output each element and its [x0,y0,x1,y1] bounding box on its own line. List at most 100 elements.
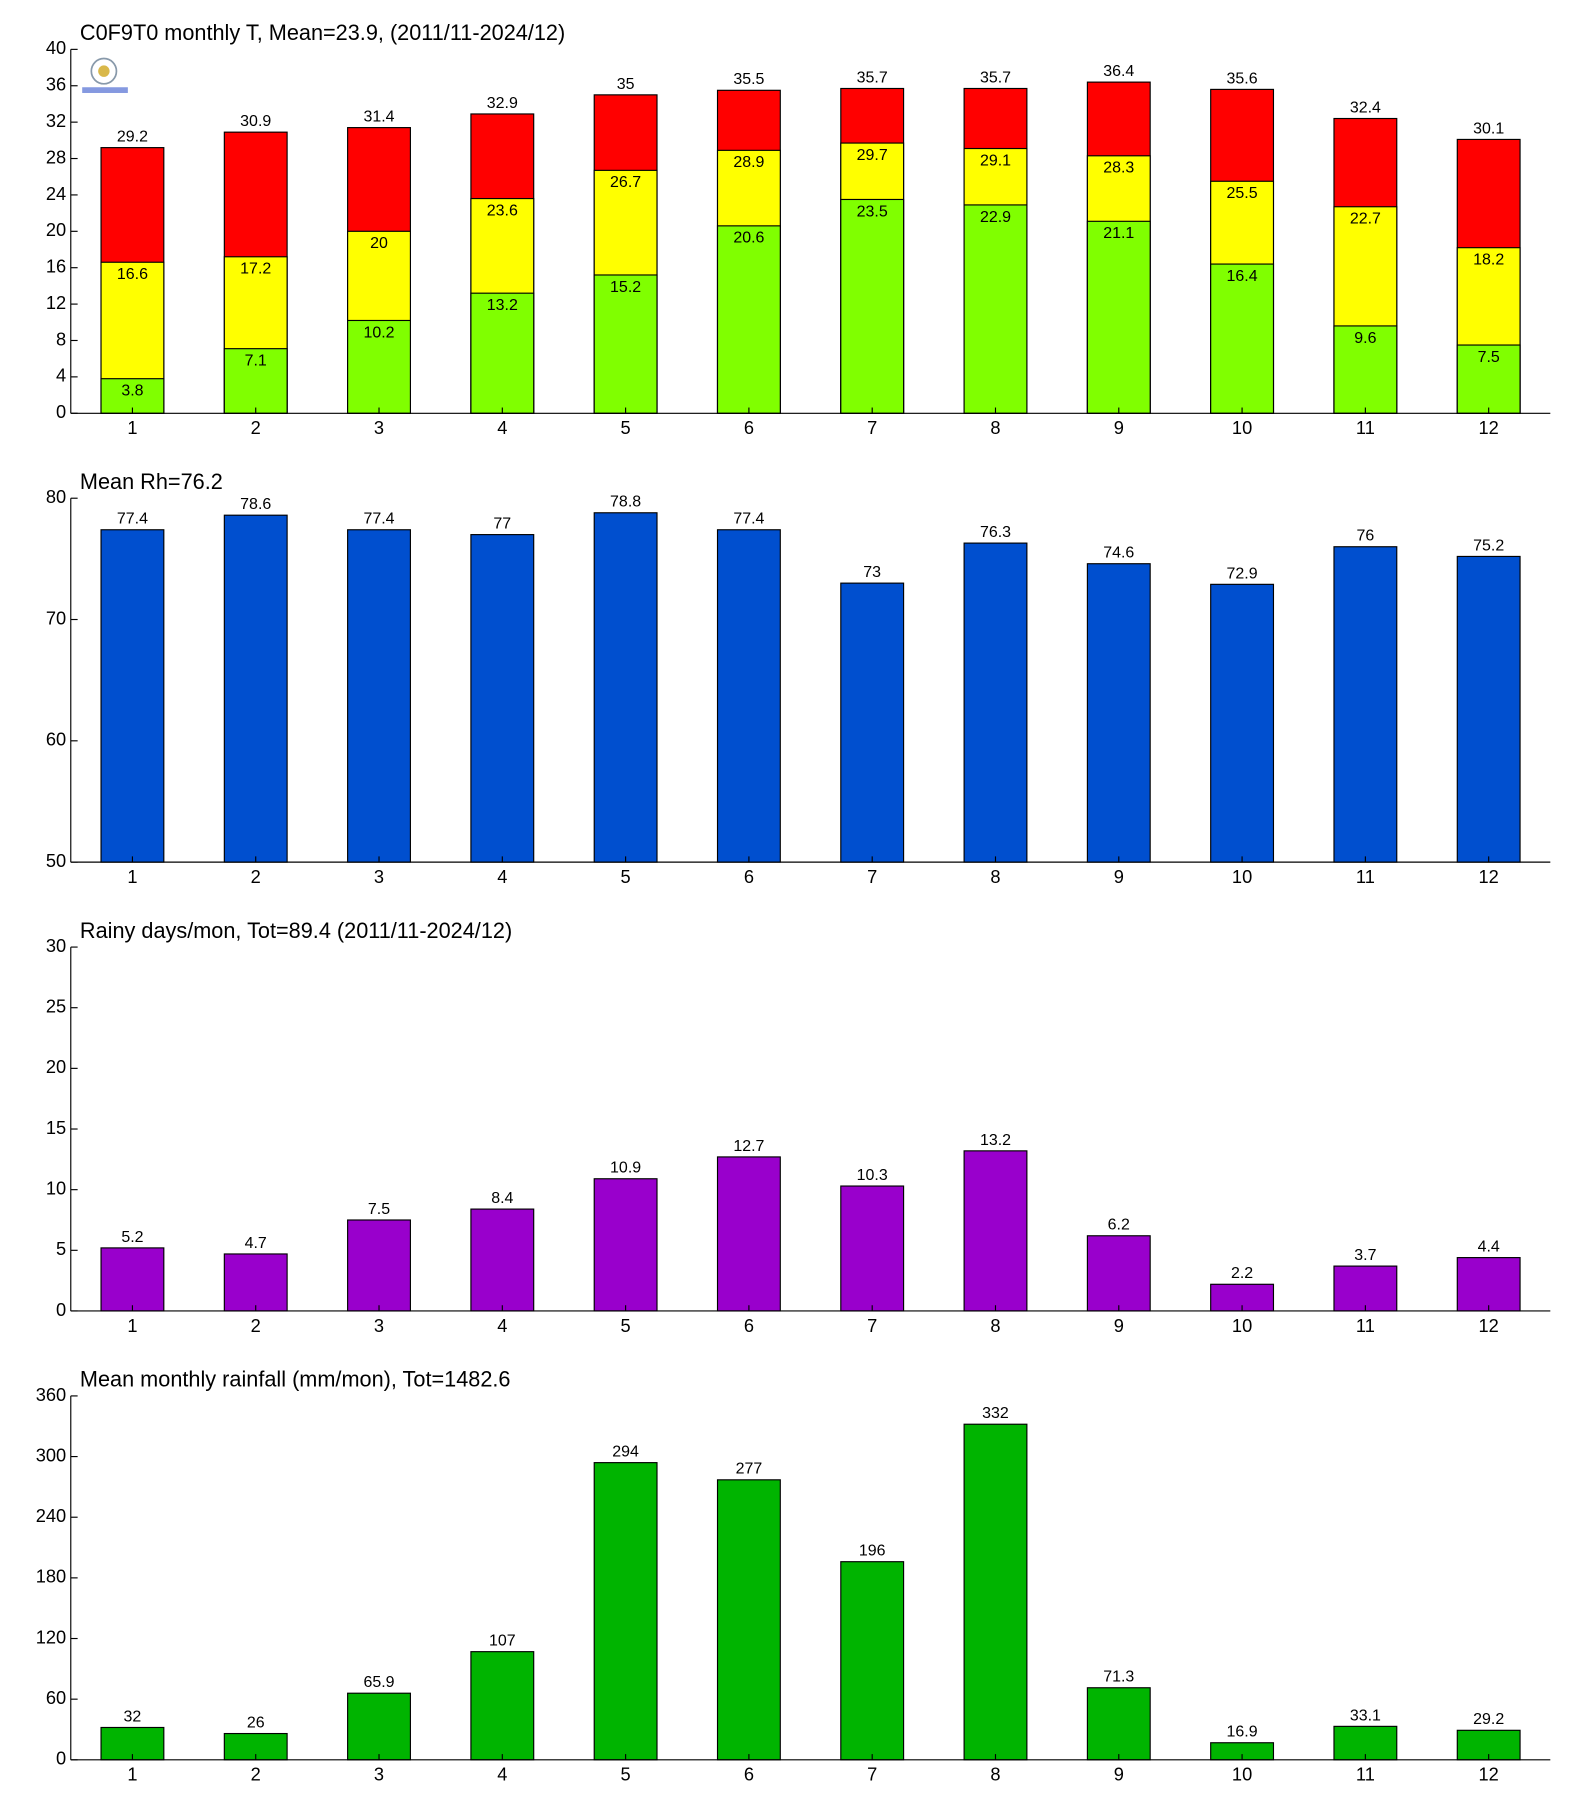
x-tick-label: 1 [127,866,137,887]
y-tick-label: 0 [56,1299,66,1320]
data-label: 29.2 [1473,1710,1504,1728]
data-label: 77.4 [363,510,394,528]
data-label: 29.1 [980,151,1011,169]
x-tick-label: 2 [251,1764,261,1785]
y-tick-label: 10 [46,1177,66,1198]
data-label: 4.7 [245,1234,267,1252]
data-label: 31.4 [363,107,394,125]
bar [1086,563,1151,863]
y-tick-label: 240 [36,1505,66,1526]
bar [1086,1687,1151,1761]
data-label: 35 [617,75,635,93]
x-tick-label: 1 [127,1764,137,1785]
data-label: 77.4 [117,510,148,528]
data-label: 29.7 [857,146,888,164]
x-tick-label: 8 [990,866,1000,887]
y-tick-label: 8 [56,328,66,349]
bar [1333,546,1398,863]
data-label: 21.1 [1103,224,1134,242]
x-tick-label: 5 [621,1315,631,1336]
x-tick-label: 5 [621,866,631,887]
bar [840,582,905,863]
x-tick-label: 12 [1479,417,1499,438]
bar [840,1185,905,1312]
data-label: 332 [982,1404,1009,1422]
y-tick-label: 180 [36,1566,66,1587]
data-label: 25.5 [1227,184,1258,202]
data-label: 28.9 [733,153,764,171]
data-label: 29.2 [117,127,148,145]
chart-title: Mean Rh=76.2 [80,469,223,494]
data-label: 26 [247,1713,265,1731]
x-tick-label: 12 [1479,866,1499,887]
chart-title: Mean monthly rainfall (mm/mon), Tot=1482… [80,1367,511,1392]
x-tick-label: 4 [497,1764,507,1785]
bar [1456,1257,1521,1312]
data-label: 22.7 [1350,210,1381,228]
x-tick-label: 7 [867,1315,877,1336]
y-tick-label: 32 [46,110,66,131]
bar [963,204,1028,414]
data-label: 18.2 [1473,251,1504,269]
y-tick-label: 60 [46,1687,66,1708]
bar [1333,325,1398,414]
data-label: 16.6 [117,265,148,283]
data-label: 13.2 [980,1131,1011,1149]
y-tick-label: 24 [46,183,66,204]
bar [1210,263,1275,414]
data-label: 7.5 [368,1200,390,1218]
x-tick-label: 9 [1114,866,1124,887]
x-tick-label: 5 [621,417,631,438]
bar [223,514,288,863]
data-label: 35.6 [1227,69,1258,87]
x-tick-label: 9 [1114,1764,1124,1785]
data-label: 30.1 [1473,119,1504,137]
x-tick-label: 3 [374,1764,384,1785]
bar [1086,1235,1151,1312]
bar [593,1462,658,1761]
bar [347,529,411,863]
y-tick-label: 40 [46,37,66,58]
y-tick-label: 70 [46,607,66,628]
x-tick-label: 2 [251,1315,261,1336]
data-label: 7.5 [1478,348,1500,366]
x-tick-label: 12 [1479,1315,1499,1336]
y-tick-label: 0 [56,401,66,422]
x-tick-label: 4 [497,417,507,438]
data-label: 65.9 [363,1673,394,1691]
bar [593,512,658,863]
data-label: 23.5 [857,202,888,220]
data-label: 10.2 [363,323,394,341]
bar [347,319,411,414]
data-label: 20 [370,234,388,252]
x-tick-label: 10 [1232,417,1252,438]
x-tick-label: 1 [127,1315,137,1336]
x-tick-label: 4 [497,866,507,887]
y-tick-label: 5 [56,1238,66,1259]
y-tick-label: 15 [46,1117,66,1138]
data-label: 35.7 [980,68,1011,86]
y-tick-label: 30 [46,935,66,956]
x-tick-label: 9 [1114,1315,1124,1336]
x-tick-label: 11 [1356,1315,1375,1336]
y-tick-label: 0 [56,1748,66,1769]
data-label: 78.6 [240,495,271,513]
data-label: 5.2 [121,1228,143,1246]
x-tick-label: 8 [990,417,1000,438]
bar [963,542,1028,863]
x-tick-label: 1 [127,417,137,438]
data-label: 12.7 [733,1137,764,1155]
bar [1086,220,1151,414]
bar [840,198,905,414]
bar [470,292,535,414]
data-label: 23.6 [487,201,518,219]
y-tick-label: 12 [46,292,66,313]
x-tick-label: 6 [744,1764,754,1785]
bar [223,1253,288,1312]
data-label: 77.4 [733,510,764,528]
bar [593,274,658,414]
data-label: 107 [489,1632,516,1650]
data-label: 17.2 [240,260,271,278]
data-label: 16.4 [1227,267,1258,285]
logo [82,57,128,93]
